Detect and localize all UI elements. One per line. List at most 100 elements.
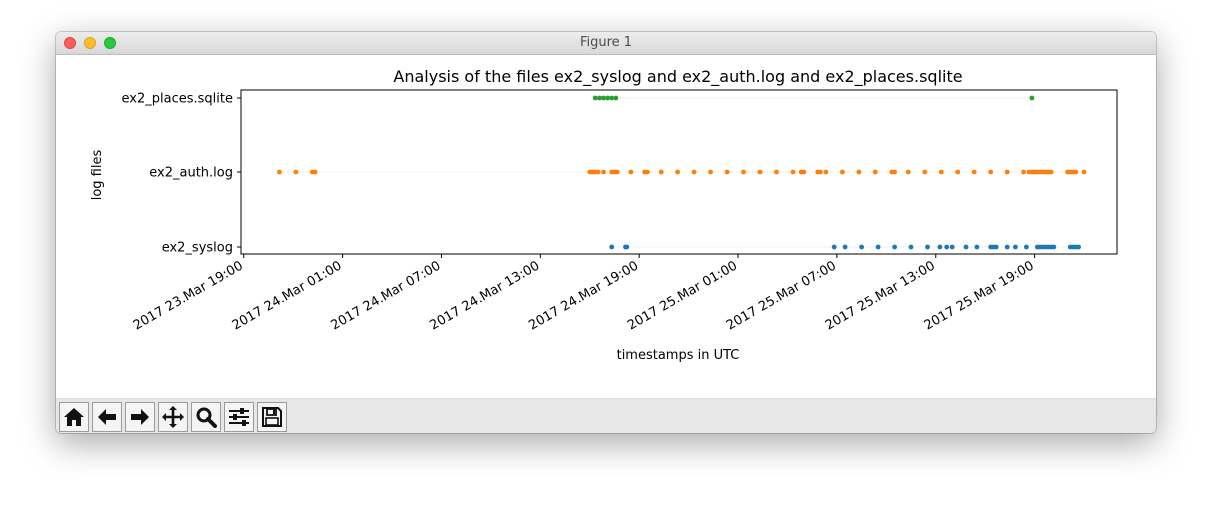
data-point xyxy=(774,169,779,175)
title-bar[interactable]: Figure 1 xyxy=(56,32,1156,55)
data-point xyxy=(1048,169,1054,175)
data-point xyxy=(840,169,845,175)
data-point xyxy=(1004,169,1010,175)
data-point xyxy=(293,169,299,175)
forward-button[interactable] xyxy=(125,402,155,432)
x-tick-label: 2017 24.Mar 07:00 xyxy=(329,258,444,333)
minimize-window-button[interactable] xyxy=(84,37,96,49)
move-icon xyxy=(161,405,185,429)
plot-area: ex2_syslog ex2_auth.log ex2_places.sqlite 2… xyxy=(122,89,1118,333)
data-point xyxy=(905,169,911,175)
save-button[interactable] xyxy=(257,402,287,432)
data-point xyxy=(614,169,620,175)
data-point xyxy=(872,169,878,175)
x-tick-label: 2017 24.Mar 19:00 xyxy=(526,258,641,333)
data-point xyxy=(757,169,763,175)
data-point xyxy=(1073,169,1079,175)
scatter-chart[interactable]: Analysis of the files ex2_syslog and ex2… xyxy=(56,55,1156,398)
y-tick-label: ex2_places.sqlite xyxy=(122,92,233,107)
data-point xyxy=(628,169,634,175)
data-point xyxy=(1051,244,1057,250)
data-point xyxy=(988,169,994,175)
home-icon xyxy=(63,406,85,428)
data-point xyxy=(595,169,601,175)
data-point xyxy=(823,169,829,175)
figure-canvas[interactable]: Analysis of the files ex2_syslog and ex2… xyxy=(56,55,1156,398)
data-point xyxy=(624,244,630,250)
data-point xyxy=(1081,169,1087,175)
data-point xyxy=(312,169,318,175)
x-tick-label: 2017 25.Mar 13:00 xyxy=(823,258,938,333)
data-point xyxy=(971,169,977,175)
window-title: Figure 1 xyxy=(579,35,633,50)
x-axis-label: timestamps in UTC xyxy=(617,348,740,363)
floppy-disk-icon xyxy=(261,406,283,428)
configure-subplots-button[interactable] xyxy=(224,402,254,432)
data-point xyxy=(724,169,730,175)
data-point xyxy=(601,169,606,175)
data-point xyxy=(922,169,928,175)
x-tick-label: 2017 24.Mar 13:00 xyxy=(427,258,542,333)
data-point xyxy=(1029,95,1035,101)
data-point xyxy=(974,244,980,250)
data-point xyxy=(1013,244,1018,250)
navigation-toolbar xyxy=(56,398,1156,433)
close-window-button[interactable] xyxy=(64,37,76,49)
data-point xyxy=(1021,169,1026,175)
x-tick-label: 2017 25.Mar 01:00 xyxy=(625,258,740,333)
data-point xyxy=(691,169,697,175)
data-point xyxy=(605,95,610,101)
zoom-window-button[interactable] xyxy=(104,37,116,49)
data-point xyxy=(597,95,602,101)
sliders-icon xyxy=(227,406,251,428)
data-point xyxy=(937,244,943,250)
data-point xyxy=(741,169,746,175)
data-point xyxy=(801,169,807,175)
data-point xyxy=(908,244,914,250)
data-point xyxy=(818,169,823,175)
magnifier-icon xyxy=(195,406,217,428)
x-tick-label: 2017 24.Mar 01:00 xyxy=(230,258,345,333)
data-point xyxy=(609,95,615,101)
data-point xyxy=(1076,244,1081,250)
data-point xyxy=(856,169,862,175)
data-point xyxy=(892,169,897,175)
data-point xyxy=(645,169,650,175)
data-point xyxy=(613,95,619,101)
data-point xyxy=(993,244,999,250)
x-tick-label: 2017 25.Mar 07:00 xyxy=(724,258,839,333)
data-point xyxy=(938,169,944,175)
data-point xyxy=(277,169,282,175)
zoom-button[interactable] xyxy=(191,402,221,432)
data-point xyxy=(944,244,950,250)
data-point xyxy=(592,95,598,101)
pan-button[interactable] xyxy=(158,402,188,432)
data-point xyxy=(925,244,930,250)
data-point xyxy=(831,244,837,250)
arrow-right-icon xyxy=(129,406,151,428)
data-point xyxy=(609,244,615,250)
data-point xyxy=(963,244,969,250)
y-axis-label: log files xyxy=(90,150,105,201)
data-point xyxy=(859,244,864,250)
data-point xyxy=(1024,244,1029,250)
data-point xyxy=(790,169,796,175)
data-point xyxy=(842,244,848,250)
data-point xyxy=(708,169,713,175)
data-point xyxy=(675,169,680,175)
y-tick-label: ex2_auth.log xyxy=(149,166,233,181)
home-button[interactable] xyxy=(59,402,89,432)
data-point xyxy=(949,244,955,250)
data-point xyxy=(658,169,664,175)
y-tick-label: ex2_syslog xyxy=(162,241,233,256)
data-point xyxy=(1004,244,1010,250)
data-point xyxy=(601,95,606,101)
figure-window: Figure 1 Analysis of the files ex2_syslo… xyxy=(56,32,1156,433)
back-button[interactable] xyxy=(92,402,122,432)
arrow-left-icon xyxy=(96,406,118,428)
data-point xyxy=(875,244,881,250)
x-tick-label: 2017 25.Mar 19:00 xyxy=(922,258,1037,333)
data-point xyxy=(955,169,961,175)
chart-title: Analysis of the files ex2_syslog and ex2… xyxy=(393,67,962,87)
x-tick-label: 2017 23.Mar 19:00 xyxy=(131,258,246,333)
